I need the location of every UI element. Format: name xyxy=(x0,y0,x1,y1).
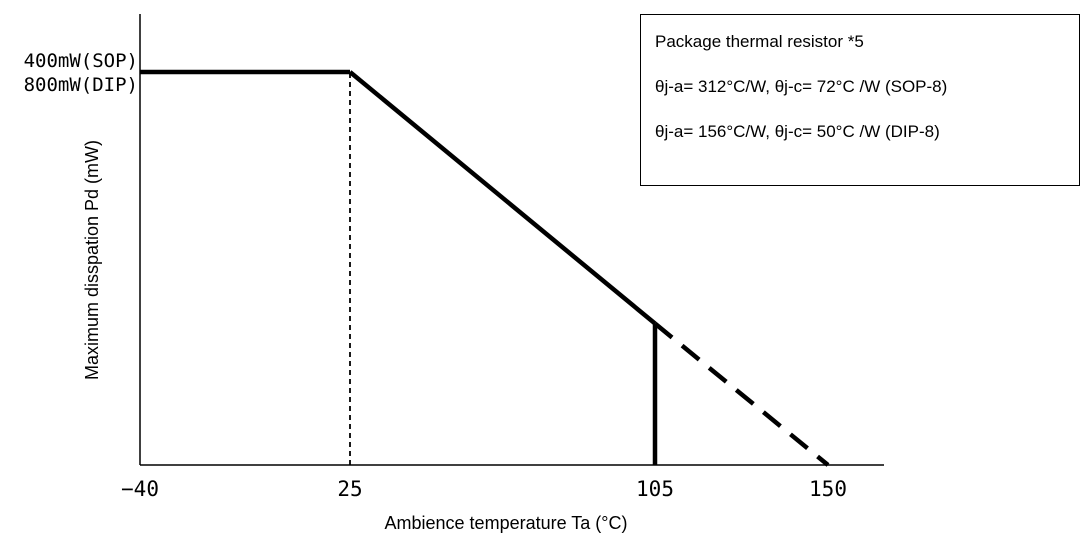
tick-labels: −40 25 105 150 400mW(SOP)800mW(DIP) xyxy=(24,50,847,501)
x-tick-label-2: 105 xyxy=(636,477,674,501)
x-tick-label-1: 25 xyxy=(337,477,362,501)
y-tick-label-0-0: 400mW(SOP) xyxy=(24,50,138,72)
legend-title: Package thermal resistor *5 xyxy=(655,32,864,51)
y-tick-label-0-1: 800mW(DIP) xyxy=(24,74,138,96)
x-axis-title: Ambience temperature Ta (°C) xyxy=(385,513,628,533)
axes xyxy=(139,14,884,466)
y-axis-title: Maximum disspation Pd (mW) xyxy=(82,140,102,380)
legend-sop-line: θj-a= 312°C/W, θj-c= 72°C /W (SOP-8) xyxy=(655,77,948,96)
series-line-2 xyxy=(653,321,830,467)
legend-dip-line: θj-a= 156°C/W, θj-c= 50°C /W (DIP-8) xyxy=(655,122,940,141)
chart-marks xyxy=(140,69,830,467)
series-line-1 xyxy=(348,70,657,326)
x-tick-label-3: 150 xyxy=(809,477,847,501)
x-tick-label-0: −40 xyxy=(121,477,159,501)
thermal-resistance-legend: Package thermal resistor *5 θj-a= 312°C/… xyxy=(640,14,1080,186)
